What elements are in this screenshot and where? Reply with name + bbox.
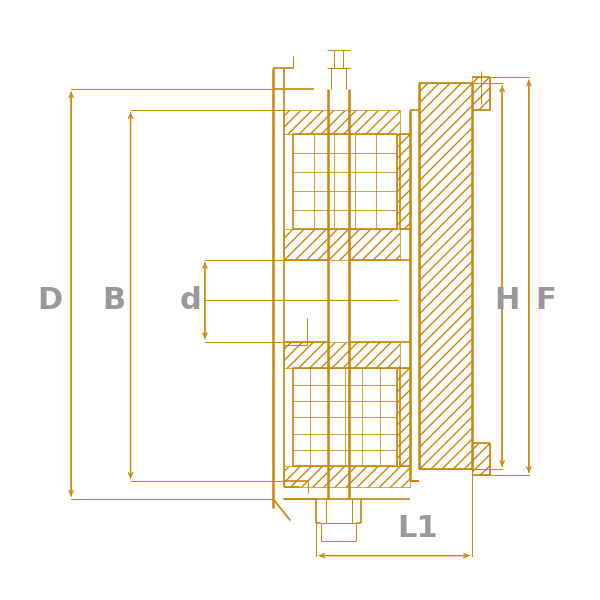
Text: F: F xyxy=(535,286,556,314)
Bar xyxy=(284,229,400,260)
Bar xyxy=(397,368,410,466)
Bar xyxy=(284,110,400,134)
Bar xyxy=(397,134,410,229)
Bar xyxy=(472,77,490,110)
Text: D: D xyxy=(38,286,63,314)
Text: d: d xyxy=(179,286,201,314)
Text: B: B xyxy=(103,286,125,314)
Bar xyxy=(284,466,410,487)
Bar xyxy=(419,83,472,469)
Bar xyxy=(293,368,397,466)
Text: L1: L1 xyxy=(398,514,439,544)
Text: H: H xyxy=(494,286,520,314)
Bar xyxy=(293,134,397,229)
Bar xyxy=(472,443,490,475)
Bar xyxy=(284,341,400,368)
